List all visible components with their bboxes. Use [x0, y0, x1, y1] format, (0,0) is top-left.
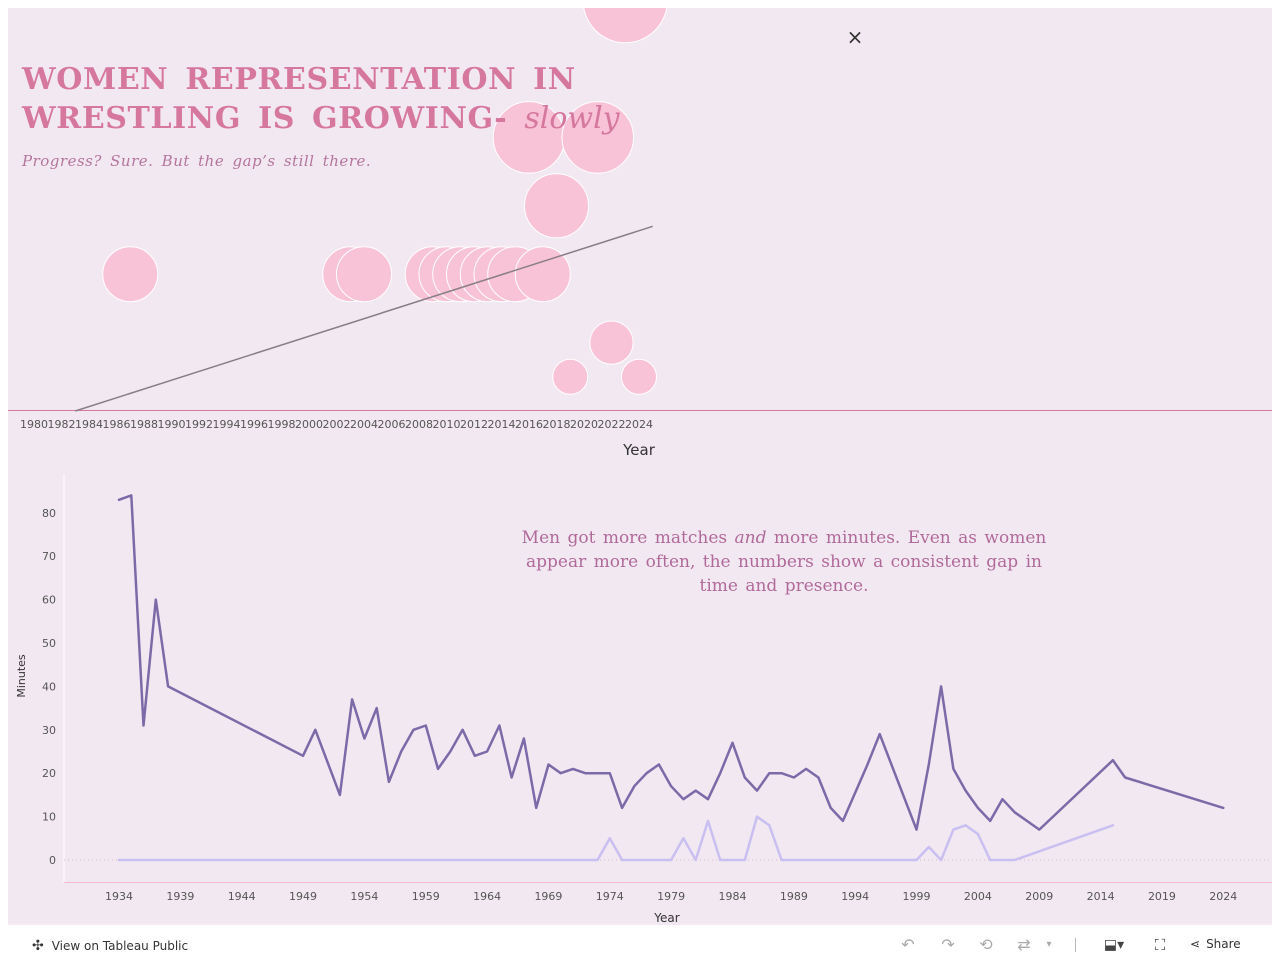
- x-tick-label: 2002: [323, 418, 351, 431]
- y-tick-label: 30: [42, 724, 56, 737]
- undo-icon[interactable]: ↶: [901, 935, 915, 954]
- x-tick-label: 1989: [780, 890, 808, 903]
- toolbar-divider: [1075, 938, 1076, 952]
- y-tick-label: 20: [42, 767, 56, 780]
- x-tick-label: 2016: [515, 418, 543, 431]
- y-tick-label: 40: [42, 680, 56, 693]
- download-icon[interactable]: ⬓▾: [1103, 937, 1125, 953]
- view-on-tableau-label: View on Tableau Public: [51, 939, 189, 953]
- x-tick-label: 1988: [130, 418, 158, 431]
- x-tick-label: 2014: [488, 418, 516, 431]
- trend-line: [75, 225, 653, 412]
- x-tick-label: 1969: [534, 890, 562, 903]
- x-tick-label: 1998: [268, 418, 296, 431]
- share-label: Share: [1206, 937, 1241, 951]
- title-italic: slowly: [524, 101, 620, 136]
- x-tick-label: 2019: [1148, 890, 1176, 903]
- bubble-point: [552, 358, 589, 395]
- x-tick-label: 2006: [378, 418, 406, 431]
- bubble-point: [336, 246, 392, 303]
- x-tick-label: 1980: [20, 418, 48, 431]
- x-tick-label: 1996: [240, 418, 268, 431]
- x-tick-label: 1994: [841, 890, 869, 903]
- y-tick-label: 10: [42, 811, 56, 824]
- chart-annotation: Men got more matches and more minutes. E…: [504, 526, 1064, 598]
- bubble-point: [102, 246, 159, 303]
- title-main: WOMEN REPRESENTATION IN WRESTLING IS GRO…: [22, 62, 576, 136]
- series-line-men: [117, 494, 1225, 831]
- share-button[interactable]: ⋖ Share: [1190, 937, 1241, 951]
- x-tick-label: 2018: [543, 418, 571, 431]
- bubble-point: [621, 358, 657, 395]
- view-on-tableau-link[interactable]: ✣ View on Tableau Public: [32, 938, 188, 954]
- redo-icon[interactable]: ↷: [941, 935, 955, 954]
- x-tick-label: 2024: [1209, 890, 1237, 903]
- x-tick-label: 2000: [295, 418, 323, 431]
- bubble-point: [589, 320, 634, 365]
- x-tick-label: 2020: [570, 418, 598, 431]
- dashboard: 1980 1982 1984 1986 1988 1990 1992 1994 1996 1998…: [8, 8, 1272, 925]
- y-tick-label: 50: [42, 637, 56, 650]
- x-tick-label: 1974: [596, 890, 624, 903]
- x-tick-label: 2008: [405, 418, 433, 431]
- page-title: WOMEN REPRESENTATION IN WRESTLING IS GRO…: [22, 60, 802, 138]
- bubble-point: [524, 173, 589, 239]
- x-tick-label: 2004: [964, 890, 992, 903]
- x-tick-label: 2004: [350, 418, 378, 431]
- x-tick-label: 1959: [412, 890, 440, 903]
- x-tick-label: 2014: [1087, 890, 1115, 903]
- revert-icon[interactable]: ⟲: [979, 935, 993, 954]
- bubble-point: [514, 246, 571, 303]
- x-tick-label: 1982: [48, 418, 76, 431]
- refresh-icon[interactable]: ⇄: [1017, 935, 1031, 954]
- series-line-women: [117, 815, 1115, 862]
- x-tick-label: 1979: [657, 890, 685, 903]
- x-tick-label: 1939: [166, 890, 194, 903]
- page-subtitle: Progress? Sure. But the gap’s still ther…: [22, 152, 372, 170]
- y-tick-label: 60: [42, 594, 56, 607]
- bubble-point: [583, 8, 668, 44]
- y-tick-label: 80: [42, 507, 56, 520]
- y-tick-label: 0: [49, 854, 56, 867]
- refresh-dropdown-icon[interactable]: ▾: [1046, 939, 1052, 950]
- x-tick-label: 1954: [350, 890, 378, 903]
- x-tick-label: 1984: [719, 890, 747, 903]
- x-tick-label: 2012: [460, 418, 488, 431]
- x-tick-label: 1990: [158, 418, 186, 431]
- x-tick-label: 1986: [103, 418, 131, 431]
- bubble-point: [561, 101, 635, 174]
- annotation-part1: Men got more matches: [521, 528, 735, 548]
- x-tick-label: 1999: [903, 890, 931, 903]
- x-tick-label: 1992: [185, 418, 213, 431]
- tableau-logo-icon: ✣: [32, 938, 44, 954]
- annotation-emphasis: and: [734, 528, 767, 548]
- share-icon: ⋖: [1190, 937, 1201, 951]
- line-chart: 0 10 20 30 40 50 60 70 80 1934 1939 1944 1949 1954 195…: [15, 474, 1272, 925]
- x-axis-title: Year: [653, 911, 679, 925]
- x-tick-label: 1944: [228, 890, 256, 903]
- y-tick-label: 70: [42, 550, 56, 563]
- y-axis-title: Minutes: [15, 654, 28, 698]
- fullscreen-icon[interactable]: ⛶: [1154, 936, 1166, 954]
- x-tick-label: 1984: [75, 418, 103, 431]
- x-tick-label: 1934: [105, 890, 133, 903]
- x-tick-label: 2022: [598, 418, 626, 431]
- x-tick-label: 1964: [473, 890, 501, 903]
- close-button[interactable]: ×: [846, 25, 864, 49]
- x-tick-label: 2009: [1025, 890, 1053, 903]
- bubble-chart: 1980 1982 1984 1986 1988 1990 1992 1994 1996 1998…: [8, 8, 1272, 459]
- x-tick-label: 2024: [625, 418, 653, 431]
- annotation-part2: more minutes. Even as women appear more …: [526, 528, 1047, 596]
- x-tick-label: 1994: [213, 418, 241, 431]
- x-axis-title: Year: [622, 441, 656, 459]
- x-tick-label: 1949: [289, 890, 317, 903]
- tableau-toolbar: ✣ View on Tableau Public ↶ ↷ ⟲ ⇄ ▾ ⬓▾ ⛶ …: [0, 930, 1280, 960]
- x-tick-label: 2010: [433, 418, 461, 431]
